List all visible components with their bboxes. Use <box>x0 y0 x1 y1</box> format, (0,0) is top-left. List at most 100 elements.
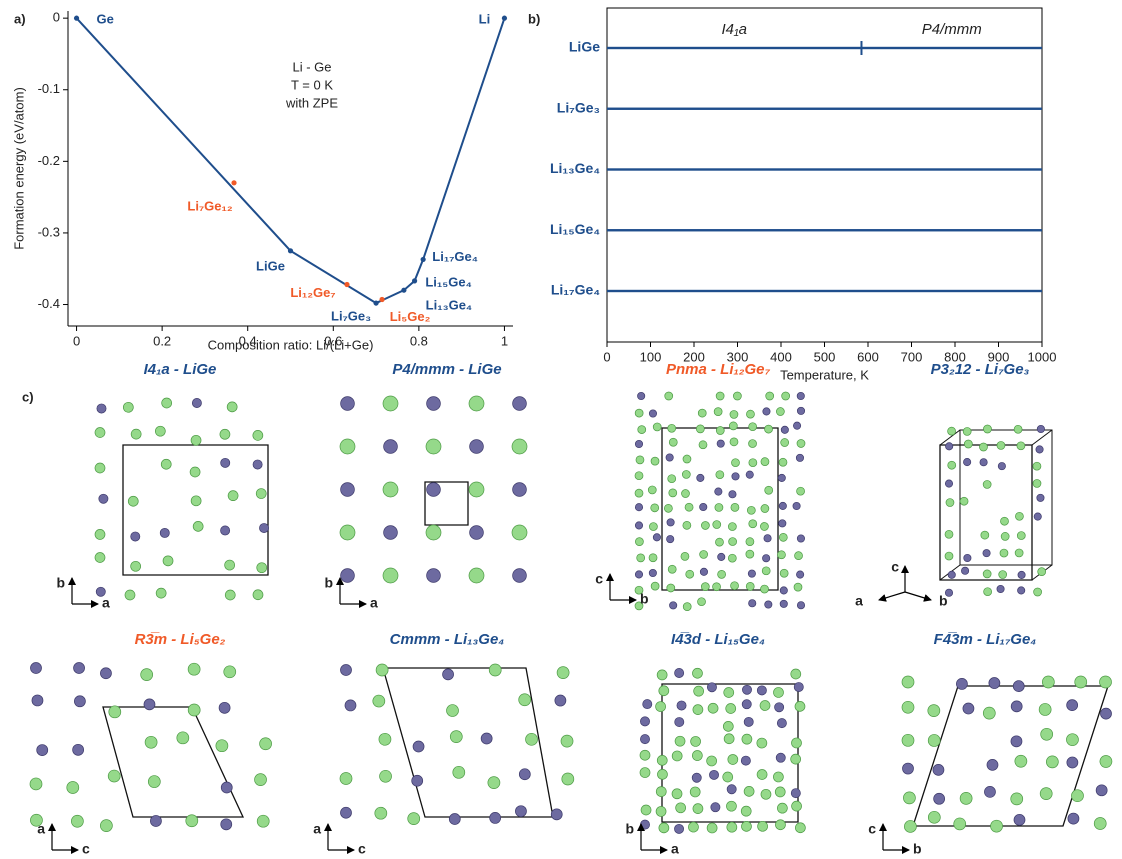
li-atom <box>469 396 484 411</box>
li-atom <box>561 735 573 747</box>
annotation: Li - Ge <box>292 59 331 74</box>
li-atom <box>1000 549 1008 557</box>
ge-atom <box>1018 587 1025 594</box>
ge-atom <box>667 535 674 542</box>
ge-atom <box>635 504 642 511</box>
li-atom <box>1100 755 1112 767</box>
li-atom <box>30 778 42 790</box>
li-atom <box>675 736 685 746</box>
li-atom <box>216 740 228 752</box>
li-atom <box>1011 793 1023 805</box>
ge-atom <box>980 459 987 466</box>
x-axis-title: Temperature, K <box>780 367 869 382</box>
x-tick-label: 500 <box>814 349 836 364</box>
structure-title: I4₁a - LiGe <box>144 361 217 378</box>
ge-atom <box>692 773 701 782</box>
point-label: Li₁₇Ge₄ <box>432 249 478 264</box>
ge-atom <box>551 809 562 820</box>
li-atom <box>447 705 459 717</box>
axis-letter: a <box>37 821 45 837</box>
ge-atom <box>519 769 530 780</box>
li-atom <box>946 499 954 507</box>
li-atom <box>730 410 738 418</box>
ge-atom <box>1011 736 1022 747</box>
x-tick-label: 400 <box>770 349 792 364</box>
ge-atom <box>715 488 722 495</box>
li-atom <box>649 554 657 562</box>
li-atom <box>1015 549 1023 557</box>
x-tick-label: 0 <box>603 349 610 364</box>
ge-atom <box>640 820 649 829</box>
ge-atom <box>635 571 642 578</box>
li-atom <box>638 426 646 434</box>
axis-letter: a <box>102 595 110 611</box>
panel-label: c) <box>22 389 34 404</box>
li-atom <box>928 811 940 823</box>
ge-atom <box>1013 681 1024 692</box>
li-atom <box>781 439 789 447</box>
ge-atom <box>779 502 786 509</box>
ge-atom <box>340 664 351 675</box>
ge-atom <box>697 474 704 481</box>
li-atom <box>693 804 703 814</box>
li-atom <box>902 676 914 688</box>
ge-atom <box>796 571 803 578</box>
ge-atom <box>99 494 108 503</box>
ge-atom <box>144 699 155 710</box>
li-atom <box>773 772 783 782</box>
ge-atom <box>1034 513 1041 520</box>
li-atom <box>123 402 133 412</box>
x-tick-label: 600 <box>857 349 879 364</box>
li-atom <box>1094 817 1106 829</box>
ge-atom <box>637 392 644 399</box>
li-atom <box>125 590 135 600</box>
li-atom <box>746 538 754 546</box>
point <box>401 288 406 293</box>
li-atom <box>191 496 201 506</box>
li-atom <box>964 440 972 448</box>
li-atom <box>795 701 805 711</box>
li-atom <box>1071 790 1083 802</box>
li-atom <box>669 438 677 446</box>
ge-atom <box>643 699 652 708</box>
li-atom <box>797 439 805 447</box>
ge-atom <box>796 454 803 461</box>
ge-atom <box>635 440 642 447</box>
li-atom <box>928 734 940 746</box>
ge-atom <box>1014 814 1025 825</box>
li-atom <box>255 774 267 786</box>
li-atom <box>253 590 263 600</box>
li-atom <box>948 427 956 435</box>
li-atom <box>794 583 802 591</box>
li-atom <box>760 522 768 530</box>
li-atom <box>71 815 83 827</box>
li-atom <box>656 702 666 712</box>
li-atom <box>672 789 682 799</box>
li-atom <box>225 560 235 570</box>
li-atom <box>780 569 788 577</box>
li-atom <box>162 398 172 408</box>
li-atom <box>928 705 940 717</box>
li-atom <box>450 731 462 743</box>
ge-atom <box>640 735 649 744</box>
li-atom <box>691 736 701 746</box>
ge-atom <box>427 397 441 411</box>
ge-atom <box>100 668 111 679</box>
li-atom <box>701 583 709 591</box>
li-atom <box>760 701 770 711</box>
li-atom <box>1000 517 1008 525</box>
li-atom <box>225 590 235 600</box>
li-atom <box>681 490 689 498</box>
li-atom <box>728 754 738 764</box>
li-atom <box>651 457 659 465</box>
li-atom <box>186 815 198 827</box>
ge-atom <box>983 549 990 556</box>
ge-atom <box>934 793 945 804</box>
li-atom <box>651 582 659 590</box>
li-atom <box>797 487 805 495</box>
ge-atom <box>73 744 84 755</box>
li-atom <box>701 521 709 529</box>
li-atom <box>693 705 703 715</box>
unit-cell <box>103 707 243 817</box>
ge-atom <box>956 678 967 689</box>
